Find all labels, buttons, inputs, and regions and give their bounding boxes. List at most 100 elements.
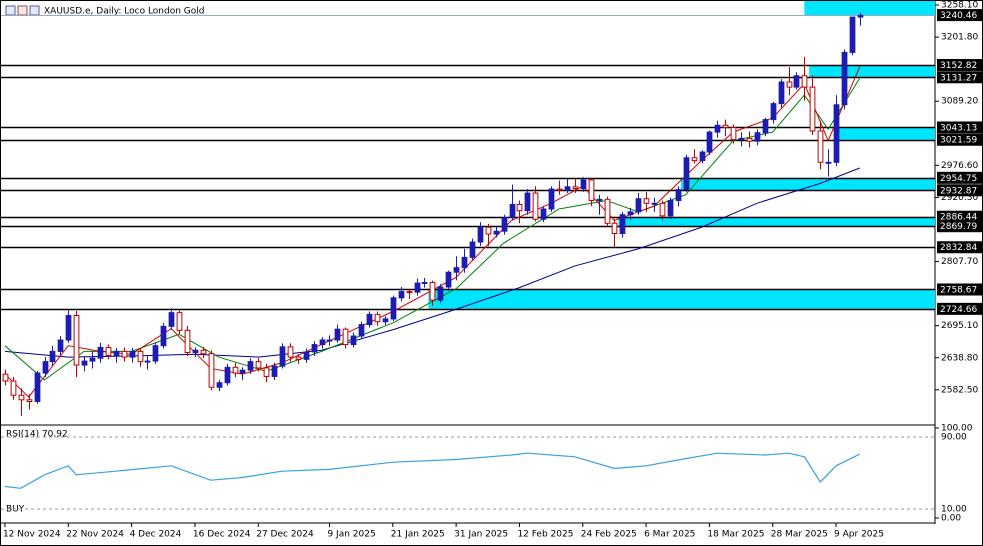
y-tick-label: 10.00 — [941, 505, 967, 515]
level-label-box — [937, 121, 983, 134]
candle-body — [564, 186, 571, 191]
candle-body — [801, 75, 808, 88]
level-label: 2954.75 — [940, 174, 977, 184]
candle-body — [398, 291, 405, 299]
level-label-box — [937, 71, 983, 84]
candle-body — [611, 222, 618, 234]
candle-body — [643, 198, 650, 204]
y-tick-label: 2582.50 — [941, 385, 978, 395]
candle-body — [714, 124, 721, 133]
candle-body — [501, 217, 508, 232]
candle-body — [421, 281, 428, 284]
candle-body — [279, 346, 286, 367]
candle-body — [509, 203, 516, 219]
candle-body — [160, 325, 167, 347]
y-tick-label: 2807.70 — [941, 257, 978, 267]
candle-body — [113, 350, 120, 356]
zone — [804, 1, 935, 16]
candle-body — [754, 132, 761, 142]
x-tick-label: 9 Jan 2025 — [327, 530, 375, 540]
candle-body — [667, 199, 674, 217]
candle-body — [572, 186, 579, 189]
level-label: 2758.67 — [940, 285, 977, 295]
candle-body — [192, 349, 199, 354]
candle-body — [691, 157, 698, 162]
x-tick-label: 27 Dec 2024 — [256, 530, 314, 540]
level-label: 2932.87 — [940, 186, 977, 196]
y-tick-label: 0.00 — [941, 514, 961, 524]
candle-body — [303, 351, 310, 360]
zone — [809, 65, 935, 78]
candle-body — [18, 394, 25, 401]
candle-body — [121, 350, 128, 358]
candle-body — [374, 313, 381, 323]
x-tick-label: 16 Dec 2024 — [193, 530, 251, 540]
candle-body — [287, 346, 294, 358]
y-tick-label: 2695.10 — [941, 321, 978, 331]
candle-body — [849, 16, 856, 53]
candle-body — [319, 339, 326, 346]
chart-title: XAUUSD.e, Daily: Loco London Gold — [44, 7, 205, 17]
zone — [680, 177, 935, 191]
level-label-box — [937, 302, 983, 315]
candle-body — [216, 382, 223, 388]
level-label-box — [937, 59, 983, 72]
candle-body — [746, 137, 753, 142]
level-label-box — [937, 210, 983, 223]
level-label: 3240.46 — [940, 11, 977, 21]
candle-body — [588, 179, 595, 201]
candle-body — [57, 339, 64, 352]
candle-body — [556, 188, 563, 191]
candle-body — [176, 312, 183, 331]
candle-body — [34, 372, 41, 403]
zone — [618, 216, 935, 227]
candle-body — [247, 361, 254, 371]
level-label-box — [937, 283, 983, 296]
candle-body — [334, 328, 341, 341]
x-tick-label: 28 Mar 2025 — [771, 530, 828, 540]
candle-body — [493, 230, 500, 235]
y-tick-label: 3258.10 — [941, 1, 978, 11]
level-label: 2869.79 — [940, 222, 977, 232]
candle-body — [627, 211, 634, 216]
level-label: 2832.84 — [940, 243, 977, 253]
level-label: 3131.27 — [940, 73, 977, 83]
candle-body — [809, 86, 816, 132]
candle-body — [97, 346, 104, 359]
candle-body — [659, 202, 666, 217]
y-tick-label: 2976.60 — [941, 161, 978, 171]
candle-body — [81, 360, 88, 366]
candle-body — [152, 345, 159, 362]
level-label-box — [937, 133, 983, 146]
x-tick-label: 6 Mar 2025 — [644, 530, 695, 540]
level-label-box — [937, 184, 983, 197]
candle-body — [263, 367, 270, 377]
y-tick-label: 3201.80 — [941, 33, 978, 43]
x-tick-label: 4 Dec 2024 — [130, 530, 182, 540]
candle-body — [762, 119, 769, 134]
candle-body — [10, 380, 17, 396]
zone — [428, 289, 935, 309]
candle-body — [382, 318, 389, 323]
candle-body — [366, 313, 373, 326]
x-tick-label: 18 Mar 2025 — [707, 530, 764, 540]
x-tick-label: 24 Feb 2025 — [581, 530, 637, 540]
candle-body — [540, 208, 547, 220]
x-tick-label: 21 Jan 2025 — [391, 530, 445, 540]
candle-body — [793, 75, 800, 88]
candle-body — [651, 202, 658, 205]
candle-body — [786, 81, 793, 88]
candle-body — [445, 271, 452, 288]
candle-body — [390, 297, 397, 320]
candle-body — [485, 226, 492, 235]
candle-body — [619, 214, 626, 234]
zone — [837, 127, 935, 140]
x-tick-label: 12 Feb 2025 — [517, 530, 573, 540]
x-tick-label: 31 Jan 2025 — [454, 530, 508, 540]
candle-body — [516, 203, 523, 212]
candle-body — [129, 350, 136, 358]
candle-body — [358, 324, 365, 337]
candle-body — [722, 124, 729, 129]
